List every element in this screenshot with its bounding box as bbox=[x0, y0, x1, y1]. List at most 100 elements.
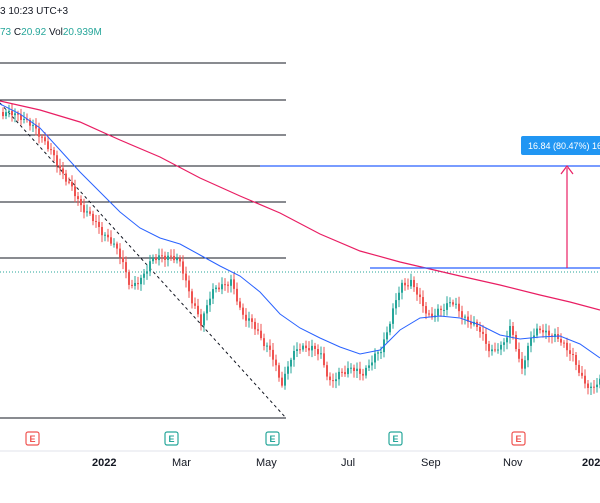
candle-body bbox=[338, 371, 340, 380]
candle-body bbox=[20, 114, 22, 120]
time-axis-label: Mar bbox=[172, 457, 191, 469]
candle-body bbox=[299, 349, 301, 351]
candle-body bbox=[56, 155, 58, 166]
candle-body bbox=[455, 303, 457, 305]
candle-body bbox=[254, 321, 256, 330]
candle-body bbox=[497, 349, 499, 351]
candle-body bbox=[23, 118, 25, 120]
earnings-icon[interactable]: E bbox=[388, 431, 403, 446]
candle-body bbox=[146, 271, 148, 274]
candle-body bbox=[329, 376, 331, 381]
candle-body bbox=[137, 282, 139, 285]
candle-body bbox=[221, 284, 223, 290]
candle-body bbox=[74, 186, 76, 197]
earnings-icon[interactable]: E bbox=[164, 431, 179, 446]
candle-body bbox=[380, 352, 382, 354]
candle-body bbox=[239, 301, 241, 308]
candle-body bbox=[527, 345, 529, 361]
candle-body bbox=[596, 384, 598, 388]
earnings-icon[interactable]: E bbox=[265, 431, 280, 446]
fib-trend-line[interactable] bbox=[0, 102, 287, 419]
candle-body bbox=[488, 343, 490, 352]
candle-body bbox=[542, 330, 544, 333]
candle-body bbox=[428, 313, 430, 315]
candle-body bbox=[344, 372, 346, 375]
earnings-icon-label: E bbox=[515, 434, 521, 444]
time-axis-label: May bbox=[256, 457, 277, 469]
candle-body bbox=[419, 294, 421, 298]
close-value: 20.92 bbox=[21, 27, 47, 38]
candle-body bbox=[491, 349, 493, 352]
candle-body bbox=[245, 314, 247, 321]
candle-body bbox=[578, 364, 580, 373]
fib-retracement-levels[interactable] bbox=[0, 62, 286, 419]
candle-body bbox=[566, 342, 568, 351]
earnings-events[interactable]: E E E E E bbox=[25, 431, 526, 446]
candle-body bbox=[62, 168, 64, 174]
moving-average-fast-line bbox=[0, 103, 600, 359]
candle-body bbox=[83, 205, 85, 213]
candle-body bbox=[110, 237, 112, 244]
candle-body bbox=[533, 335, 535, 338]
candle-body bbox=[470, 321, 472, 325]
candle-body bbox=[395, 300, 397, 309]
candle-body bbox=[371, 362, 373, 366]
candle-body bbox=[452, 302, 454, 305]
candle-body bbox=[548, 330, 550, 336]
candle-body bbox=[152, 258, 154, 262]
ohlc-legend: 73 C20.92 Vol20.939M bbox=[0, 27, 102, 38]
candle-body bbox=[161, 255, 163, 257]
candle-body bbox=[350, 367, 352, 369]
earnings-icon-frame bbox=[25, 431, 40, 446]
candle-body bbox=[167, 255, 169, 260]
candle-body bbox=[518, 349, 520, 359]
candle-body bbox=[317, 349, 319, 355]
candle-body bbox=[326, 365, 328, 377]
measure-label-badge[interactable]: 16.84 (80.47%) 168 bbox=[521, 136, 600, 155]
candle-body bbox=[218, 287, 220, 290]
candle-body bbox=[128, 272, 130, 285]
candle-body bbox=[437, 308, 439, 316]
candle-body bbox=[302, 345, 304, 350]
candle-body bbox=[266, 345, 268, 347]
candle-body bbox=[416, 287, 418, 295]
earnings-icon-frame bbox=[388, 431, 403, 446]
candle-body bbox=[581, 372, 583, 376]
candle-body bbox=[206, 305, 208, 314]
candle-body bbox=[554, 333, 556, 338]
candle-body bbox=[590, 386, 592, 388]
earnings-icon[interactable]: E bbox=[511, 431, 526, 446]
candle-body bbox=[59, 165, 61, 169]
earnings-icon[interactable]: E bbox=[25, 431, 40, 446]
candle-body bbox=[509, 326, 511, 338]
earnings-icon-frame bbox=[265, 431, 280, 446]
candle-body bbox=[224, 284, 226, 286]
candle-body bbox=[593, 386, 595, 388]
candle-body bbox=[536, 328, 538, 336]
candle-body bbox=[41, 136, 43, 138]
candle-body bbox=[503, 342, 505, 345]
candle-body bbox=[311, 345, 313, 351]
candle-body bbox=[479, 326, 481, 332]
candle-body bbox=[236, 288, 238, 302]
candle-body bbox=[545, 330, 547, 333]
candle-body bbox=[341, 371, 343, 373]
chart-info-text: 3 10:23 UTC+3 bbox=[0, 6, 69, 17]
earnings-icon-label: E bbox=[168, 434, 174, 444]
candle-body bbox=[233, 279, 235, 289]
candle-body bbox=[461, 311, 463, 318]
candle-body bbox=[572, 353, 574, 355]
candle-body bbox=[248, 318, 250, 321]
earnings-icon-frame bbox=[164, 431, 179, 446]
time-axis-label: Jul bbox=[341, 457, 355, 469]
earnings-icon-label: E bbox=[392, 434, 398, 444]
candle-body bbox=[8, 110, 10, 113]
candle-body bbox=[230, 279, 232, 286]
candle-body bbox=[284, 373, 286, 386]
time-axis[interactable]: 2022 Mar May Jul Sep Nov 202 bbox=[0, 450, 600, 469]
candle-body bbox=[512, 326, 514, 335]
candle-body bbox=[101, 227, 103, 236]
volume-value: 20.939M bbox=[62, 27, 102, 38]
time-axis-label: Sep bbox=[421, 457, 441, 469]
